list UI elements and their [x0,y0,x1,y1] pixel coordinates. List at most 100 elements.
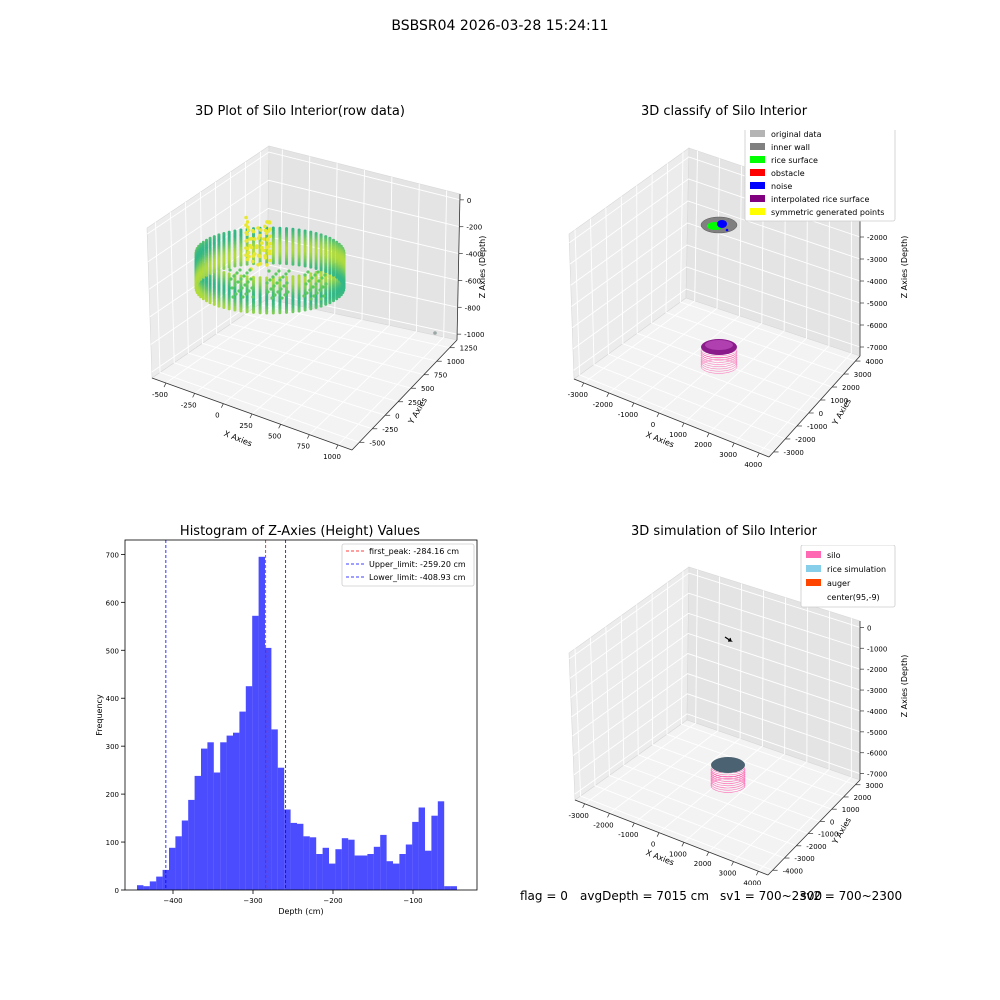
data-point [197,293,201,297]
histogram-bar [175,836,182,890]
data-point [217,268,221,272]
histogram-bar [169,847,176,890]
histogram-bar [290,822,297,890]
panel-title-raw: 3D Plot of Silo Interior(row data) [195,104,405,119]
data-point [246,246,250,251]
grid-line-z [572,266,861,350]
data-point [234,292,238,296]
grid-line-y [651,593,832,810]
grid-line-y [620,196,809,414]
silo-wire [700,356,738,372]
histogram-bar [297,823,304,890]
data-point [280,296,284,300]
x-tick [221,403,224,408]
legend-swatch [750,156,765,163]
status-sv2: sv2 = 700~2300 [800,889,903,903]
x-tick [731,442,735,448]
grid-line-y [185,202,386,416]
histogram-bar [361,855,368,890]
legend-swatch [750,182,765,189]
x-tick-label: 750 [297,443,310,451]
z-axis-label: Z Axies (Depth) [900,236,909,299]
data-point [303,264,307,268]
histogram-bar [271,729,278,890]
histogram-bar [380,834,387,890]
data-point [264,245,269,250]
data-point [342,284,346,288]
data-point [311,285,315,289]
histogram-bar [335,849,342,890]
data-point [201,275,205,279]
legend-label: noise [771,182,792,191]
grid-line-y [215,181,412,389]
grid-line-x [708,604,808,853]
grid-line-y [680,571,856,786]
data-point [271,261,275,265]
x-tick [192,393,195,398]
x-tick-label: −100 [403,897,422,905]
data-point [276,290,280,294]
data-point [260,245,264,250]
grid-line-z [570,200,861,286]
data-point [262,248,266,253]
data-point [278,278,282,282]
x-tick-label: 2000 [694,860,712,868]
histogram-bar [303,836,310,890]
data-point [287,269,291,273]
status-avg-depth: avgDepth = 7015 cm [580,889,709,903]
data-point [249,245,254,250]
grid-line-z [148,207,459,290]
legend-label: center(95,-9) [827,593,880,602]
data-point [297,309,301,313]
grid-line-z [573,693,861,776]
data-point [194,284,198,288]
interpolated-cylinder [700,339,738,374]
data-point [251,254,256,258]
grid-line-y [666,582,844,798]
grid-line-z [568,572,861,660]
y-tick-label: -3000 [794,855,814,863]
y-axis-line [768,355,861,458]
y-tick-label: -2000 [806,843,826,851]
grid-line-y [155,222,360,443]
data-point [282,284,286,288]
z-tick-label: -7000 [867,771,887,779]
simulation-markers [710,636,746,793]
data-point [251,295,255,299]
x-tick-label: −200 [323,897,342,905]
histogram-bar [284,809,291,890]
grid-line-y [620,615,809,835]
data-point [278,261,282,265]
x-tick [681,842,685,847]
histogram-bar [226,735,233,890]
data-point [269,287,273,291]
x-tick [582,803,585,808]
y-tick-label: 2000 [842,384,860,392]
x-tick-label: 250 [239,422,252,430]
x-tick-label: -2000 [593,821,613,829]
data-point [244,292,248,296]
data-point [208,301,212,305]
grid-line-x [708,188,808,434]
data-point [249,277,253,281]
y-tick-label: -1000 [818,831,838,839]
z-tick-label: -5000 [867,300,887,308]
data-point [328,301,332,305]
x-tick-label: −400 [163,897,182,905]
y-tick-label: 0 [115,887,119,895]
x-tick-label: 1000 [669,431,687,439]
data-point [337,277,341,281]
x-tick-label: -1000 [618,411,638,419]
data-point [258,311,262,315]
histogram-bar [386,861,393,890]
grid-line-z [147,179,460,262]
grid-line-z [572,673,861,756]
z-tick-label: -6000 [867,750,887,758]
x-tick [606,392,610,398]
data-point [258,228,263,232]
z-axis-line [456,193,461,341]
status-flag: flag = 0 [520,889,568,903]
legend-swatch [750,169,765,176]
data-point [285,310,288,314]
data-point [274,272,278,276]
